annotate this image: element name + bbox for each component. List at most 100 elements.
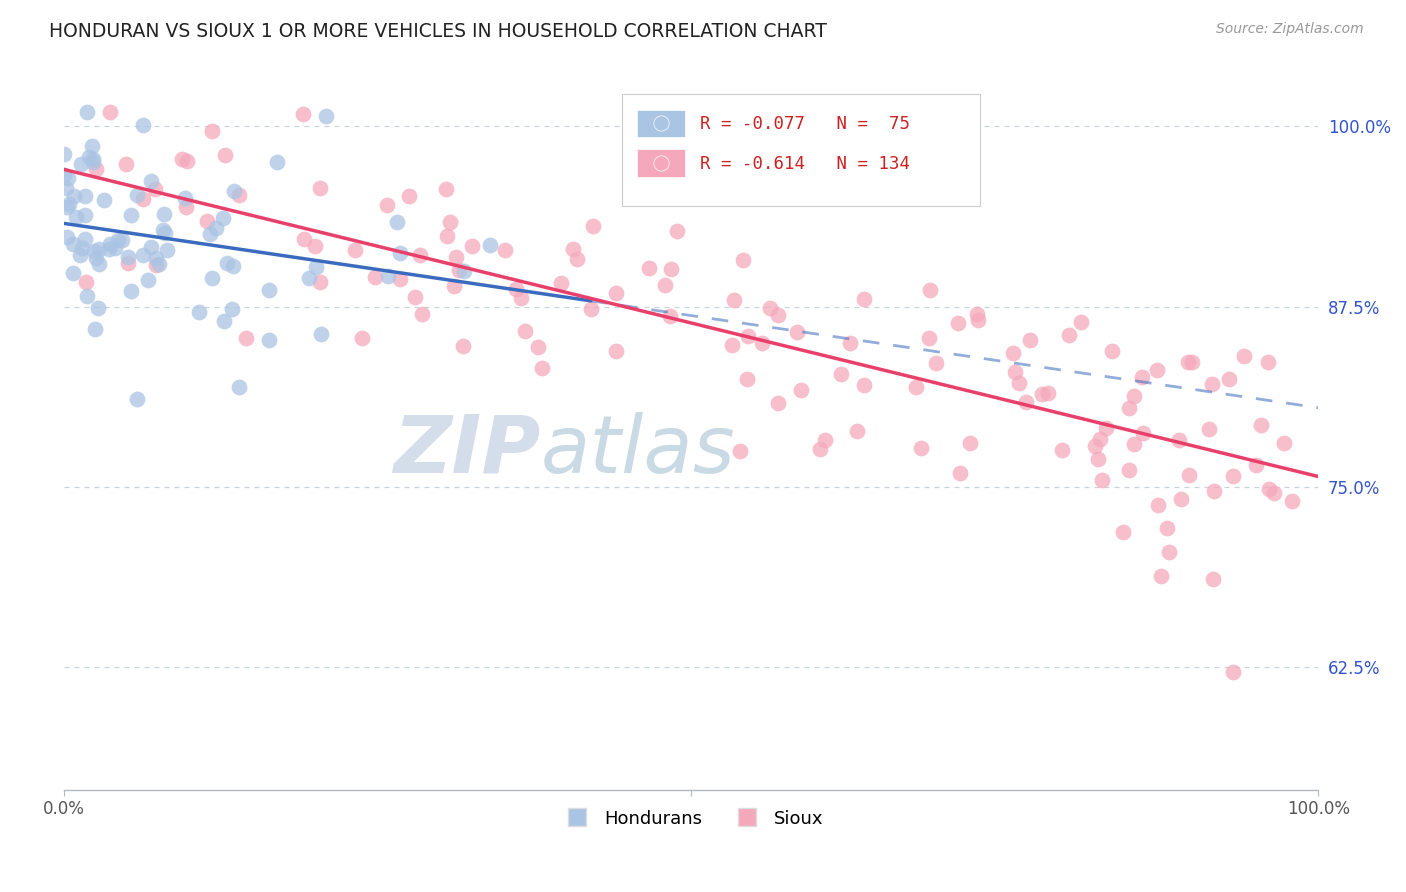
Point: [389, 245, 412, 260]
Point: [201, 124, 224, 138]
Point: [1257, 482, 1279, 496]
FancyBboxPatch shape: [623, 94, 980, 205]
Point: [1050, 442, 1073, 457]
Point: [212, 314, 235, 328]
Point: [579, 301, 602, 316]
Point: [443, 279, 465, 293]
Point: [305, 260, 328, 274]
Point: [259, 334, 281, 348]
Point: [638, 261, 661, 276]
Point: [55, 181, 77, 195]
Point: [98, 104, 121, 119]
Point: [733, 253, 755, 268]
Point: [1091, 473, 1114, 487]
Point: [235, 331, 257, 345]
Point: [132, 118, 155, 132]
Point: [266, 154, 288, 169]
Point: [132, 248, 155, 262]
Point: [1263, 486, 1285, 500]
Point: [852, 292, 875, 306]
Point: [377, 269, 399, 284]
Point: [1004, 365, 1026, 379]
Point: [1002, 346, 1025, 360]
Point: [115, 156, 138, 170]
Point: [228, 188, 250, 202]
Point: [153, 207, 176, 221]
Point: [582, 219, 605, 233]
Point: [1059, 327, 1081, 342]
Point: [411, 307, 433, 321]
Point: [125, 187, 148, 202]
Text: Source: ZipAtlas.com: Source: ZipAtlas.com: [1216, 22, 1364, 37]
Point: [967, 313, 990, 327]
Point: [170, 153, 193, 167]
Point: [1178, 468, 1201, 483]
Point: [152, 223, 174, 237]
Point: [790, 383, 813, 397]
Point: [949, 466, 972, 480]
Point: [721, 338, 744, 352]
Point: [139, 240, 162, 254]
Point: [451, 339, 474, 353]
Point: [93, 193, 115, 207]
Point: [630, 148, 652, 162]
Point: [659, 261, 682, 276]
Point: [56, 200, 79, 214]
Point: [1281, 493, 1303, 508]
Point: [84, 161, 107, 176]
Point: [905, 379, 928, 393]
Point: [83, 244, 105, 258]
Point: [845, 425, 868, 439]
Point: [76, 104, 98, 119]
Point: [84, 322, 107, 336]
Point: [515, 324, 537, 338]
Point: [434, 181, 457, 195]
Point: [82, 154, 104, 169]
Point: [766, 396, 789, 410]
Point: [89, 257, 111, 271]
Point: [1244, 458, 1267, 472]
Point: [309, 275, 332, 289]
Point: [111, 233, 134, 247]
Point: [654, 277, 676, 292]
Point: [1156, 521, 1178, 535]
Point: [531, 361, 554, 376]
Point: [364, 270, 387, 285]
Point: [387, 215, 409, 229]
Point: [409, 248, 432, 262]
Point: [830, 367, 852, 381]
Point: [436, 228, 458, 243]
Point: [735, 372, 758, 386]
Point: [139, 174, 162, 188]
Point: [62, 237, 84, 252]
Point: [1031, 387, 1053, 401]
Point: [76, 289, 98, 303]
Point: [308, 181, 330, 195]
Point: [1177, 355, 1199, 369]
Point: [1233, 349, 1256, 363]
Point: [605, 286, 627, 301]
Point: [73, 189, 96, 203]
Point: [70, 157, 93, 171]
Point: [1257, 354, 1279, 368]
Point: [63, 188, 86, 202]
Point: [1088, 432, 1111, 446]
Point: [1218, 372, 1240, 386]
Point: [344, 244, 367, 258]
Point: [304, 239, 326, 253]
Point: [1087, 452, 1109, 467]
Point: [659, 309, 682, 323]
Point: [1084, 439, 1107, 453]
Point: [145, 258, 167, 272]
Point: [224, 184, 246, 198]
Point: [132, 192, 155, 206]
Point: [69, 248, 91, 262]
Point: [1272, 435, 1295, 450]
Point: [89, 242, 111, 256]
Point: [315, 109, 337, 123]
Point: [404, 290, 426, 304]
Point: [214, 147, 236, 161]
Point: [505, 282, 527, 296]
Point: [1130, 370, 1153, 384]
Point: [1070, 315, 1092, 329]
